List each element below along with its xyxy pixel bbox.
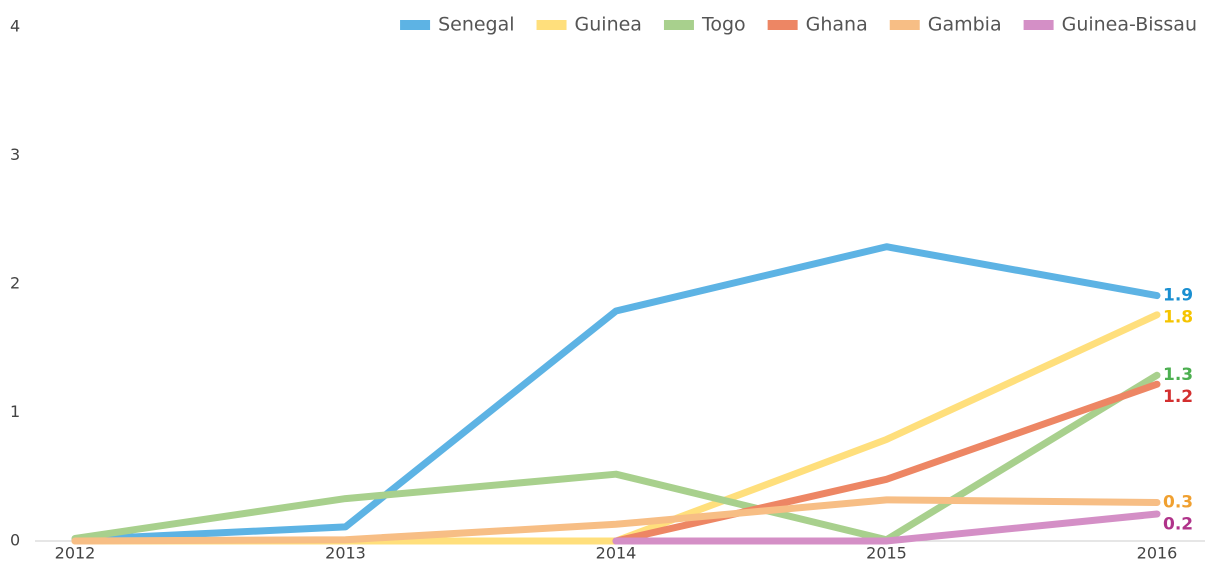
x-tick-label: 2016	[1137, 544, 1178, 563]
legend-label: Gambia	[928, 14, 1002, 36]
value-label: 1.9	[1163, 286, 1193, 306]
legend-label: Togo	[701, 14, 746, 36]
x-tick-label: 2015	[866, 544, 907, 563]
value-label: 1.8	[1163, 308, 1193, 328]
legend-label: Guinea	[575, 14, 642, 36]
y-tick-label: 3	[10, 145, 20, 164]
y-tick-label: 2	[10, 274, 20, 293]
legend-label: Senegal	[438, 14, 514, 36]
x-tick-label: 2014	[596, 544, 637, 563]
legend-swatch	[889, 20, 920, 30]
legend-swatch	[400, 20, 431, 30]
series-line	[71, 496, 1161, 545]
legend-swatch	[663, 20, 694, 30]
series-line	[612, 510, 1161, 545]
legend-swatch	[1023, 20, 1054, 30]
value-label: 1.3	[1163, 365, 1193, 385]
value-label: 1.2	[1163, 387, 1193, 407]
legend-swatch	[536, 20, 567, 30]
legend-swatch	[767, 20, 798, 30]
value-label: 0.2	[1163, 514, 1193, 534]
x-tick-label: 2012	[55, 544, 96, 563]
series-line	[71, 371, 1161, 544]
legend-label: Ghana	[806, 14, 868, 36]
series-line	[71, 311, 1161, 545]
legend-label: Guinea-Bissau	[1062, 14, 1197, 36]
series-line	[71, 243, 1161, 544]
y-tick-label: 4	[10, 17, 20, 36]
series-line	[612, 380, 1161, 545]
y-tick-label: 0	[10, 531, 20, 550]
value-label: 0.3	[1163, 492, 1193, 512]
x-tick-label: 2013	[325, 544, 366, 563]
y-tick-label: 1	[10, 402, 20, 421]
